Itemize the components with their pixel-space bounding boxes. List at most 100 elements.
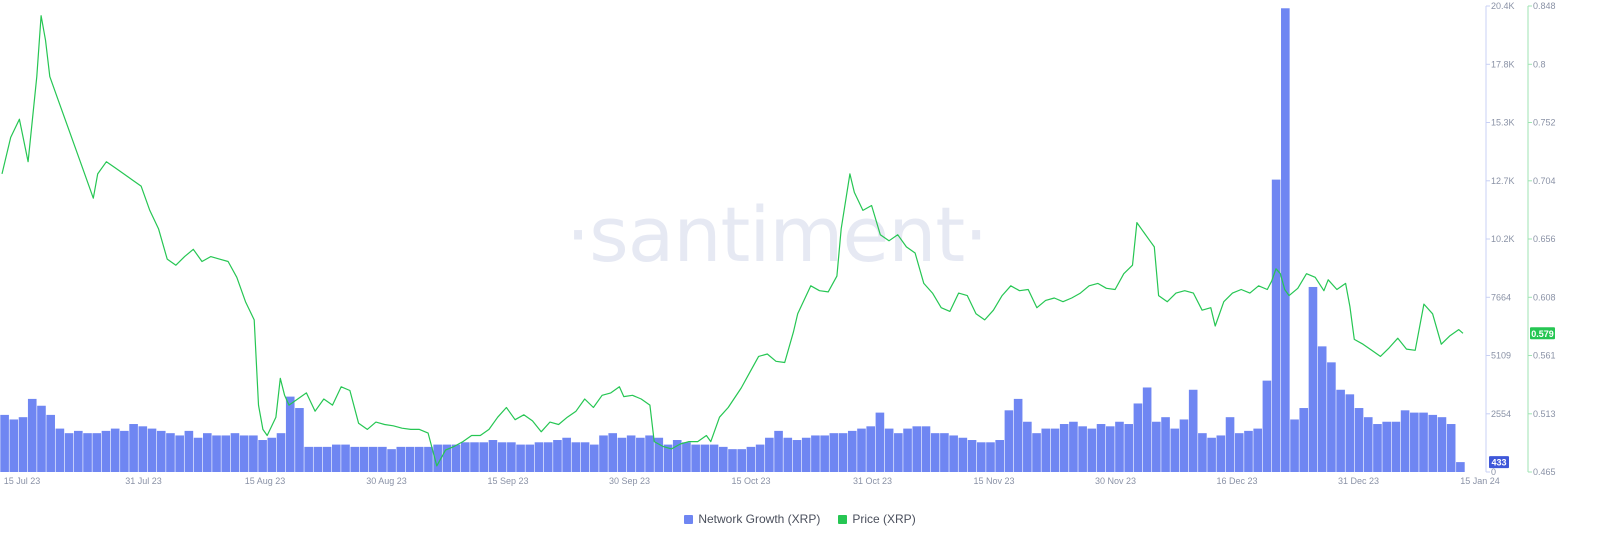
growth-bar bbox=[894, 433, 903, 472]
growth-bar bbox=[976, 442, 986, 472]
growth-bar bbox=[479, 442, 489, 472]
growth-bar bbox=[958, 437, 968, 472]
growth-bar bbox=[1179, 419, 1189, 472]
growth-bar bbox=[636, 437, 645, 472]
legend-item-price[interactable]: Price (XRP) bbox=[838, 512, 916, 526]
growth-bar bbox=[866, 426, 876, 472]
growth-bar bbox=[792, 440, 802, 472]
growth-bar bbox=[368, 446, 378, 472]
growth-bar bbox=[433, 444, 442, 472]
legend-label-network-growth: Network Growth (XRP) bbox=[698, 512, 821, 526]
growth-axis-tick-label: 15.3K bbox=[1491, 118, 1515, 128]
growth-bar bbox=[1207, 437, 1216, 472]
x-axis-tick-label: 15 Oct 23 bbox=[731, 476, 770, 486]
growth-axis-tick-label: 7664 bbox=[1491, 292, 1511, 302]
legend-swatch-network-growth bbox=[684, 514, 694, 524]
growth-bar bbox=[1299, 408, 1309, 472]
growth-bar bbox=[1327, 362, 1336, 472]
growth-axis-tick-label: 2554 bbox=[1491, 409, 1511, 419]
growth-bar bbox=[46, 414, 55, 472]
x-axis-tick-label: 30 Nov 23 bbox=[1095, 476, 1136, 486]
growth-bar bbox=[1290, 419, 1299, 472]
growth-bar bbox=[1456, 462, 1465, 472]
growth-bar bbox=[1059, 424, 1069, 472]
growth-axis-tick-label: 5109 bbox=[1491, 351, 1511, 361]
growth-bar bbox=[875, 412, 885, 472]
growth-bar bbox=[1096, 424, 1106, 472]
growth-bar bbox=[663, 444, 673, 472]
growth-bar bbox=[1032, 433, 1041, 472]
price-line bbox=[1, 15, 1464, 467]
growth-bar bbox=[1391, 421, 1401, 472]
growth-bar bbox=[1253, 428, 1262, 472]
growth-bar bbox=[571, 442, 581, 472]
growth-bar bbox=[313, 446, 323, 472]
growth-bar bbox=[525, 444, 535, 472]
price-axis-tick-label: 0.704 bbox=[1533, 176, 1556, 186]
growth-bar bbox=[1244, 430, 1253, 472]
price-line-group bbox=[1, 15, 1464, 467]
growth-bar bbox=[1308, 286, 1318, 472]
growth-bar bbox=[1161, 417, 1170, 472]
growth-bar bbox=[811, 435, 820, 472]
x-axis-tick-label: 15 Jul 23 bbox=[4, 476, 41, 486]
x-axis-tick-label: 31 Oct 23 bbox=[853, 476, 892, 486]
growth-bar bbox=[672, 440, 682, 472]
growth-bar bbox=[184, 430, 194, 472]
growth-bar bbox=[175, 435, 184, 472]
growth-bar bbox=[1317, 346, 1327, 472]
growth-bar bbox=[930, 433, 940, 472]
growth-bar bbox=[838, 433, 848, 472]
growth-bar bbox=[691, 444, 700, 472]
growth-bar bbox=[1041, 428, 1051, 472]
growth-bar bbox=[221, 435, 231, 472]
growth-bar bbox=[166, 433, 175, 472]
growth-bar bbox=[1152, 421, 1161, 472]
growth-bar bbox=[534, 442, 544, 472]
growth-bar bbox=[74, 430, 83, 472]
growth-bar bbox=[1437, 417, 1447, 472]
growth-bar bbox=[1023, 421, 1032, 472]
growth-bar bbox=[1142, 387, 1152, 472]
growth-bar bbox=[1271, 179, 1281, 473]
growth-bar bbox=[1419, 412, 1428, 472]
x-axis-tick-label: 30 Aug 23 bbox=[366, 476, 407, 486]
x-axis-tick-label: 30 Sep 23 bbox=[609, 476, 650, 486]
growth-bar bbox=[755, 444, 765, 472]
growth-bar bbox=[1345, 394, 1355, 472]
growth-bar bbox=[239, 435, 249, 472]
growth-bar bbox=[562, 437, 571, 472]
growth-bar bbox=[64, 433, 74, 472]
growth-bar bbox=[230, 433, 240, 472]
growth-bar bbox=[1363, 417, 1373, 472]
growth-bar bbox=[912, 426, 922, 472]
growth-bar bbox=[442, 444, 452, 472]
growth-bar bbox=[1105, 426, 1115, 472]
growth-bar bbox=[414, 446, 424, 472]
growth-bar bbox=[921, 426, 931, 472]
growth-bar bbox=[424, 446, 433, 472]
growth-bar bbox=[1225, 417, 1235, 472]
growth-bar bbox=[507, 442, 516, 472]
price-axis-tick-label: 0.465 bbox=[1533, 467, 1556, 477]
growth-bar bbox=[1069, 421, 1078, 472]
growth-bar bbox=[737, 449, 747, 472]
growth-bar bbox=[1400, 410, 1410, 472]
growth-bar bbox=[718, 446, 728, 472]
growth-bar bbox=[1336, 389, 1345, 472]
growth-bar bbox=[37, 405, 46, 472]
growth-bar bbox=[147, 428, 157, 472]
growth-bar bbox=[589, 444, 599, 472]
growth-bar bbox=[986, 442, 995, 472]
growth-bar bbox=[1124, 424, 1133, 472]
price-axis-tick-label: 0.561 bbox=[1533, 351, 1556, 361]
legend-item-network-growth[interactable]: Network Growth (XRP) bbox=[684, 512, 820, 526]
growth-bar bbox=[193, 437, 203, 472]
growth-bar bbox=[1013, 398, 1023, 472]
growth-bar bbox=[1382, 421, 1391, 472]
growth-bar bbox=[1354, 408, 1364, 472]
growth-bar bbox=[801, 437, 811, 472]
growth-bar bbox=[746, 446, 756, 472]
x-axis-tick-label: 15 Jan 24 bbox=[1460, 476, 1500, 486]
growth-bar bbox=[470, 442, 479, 472]
